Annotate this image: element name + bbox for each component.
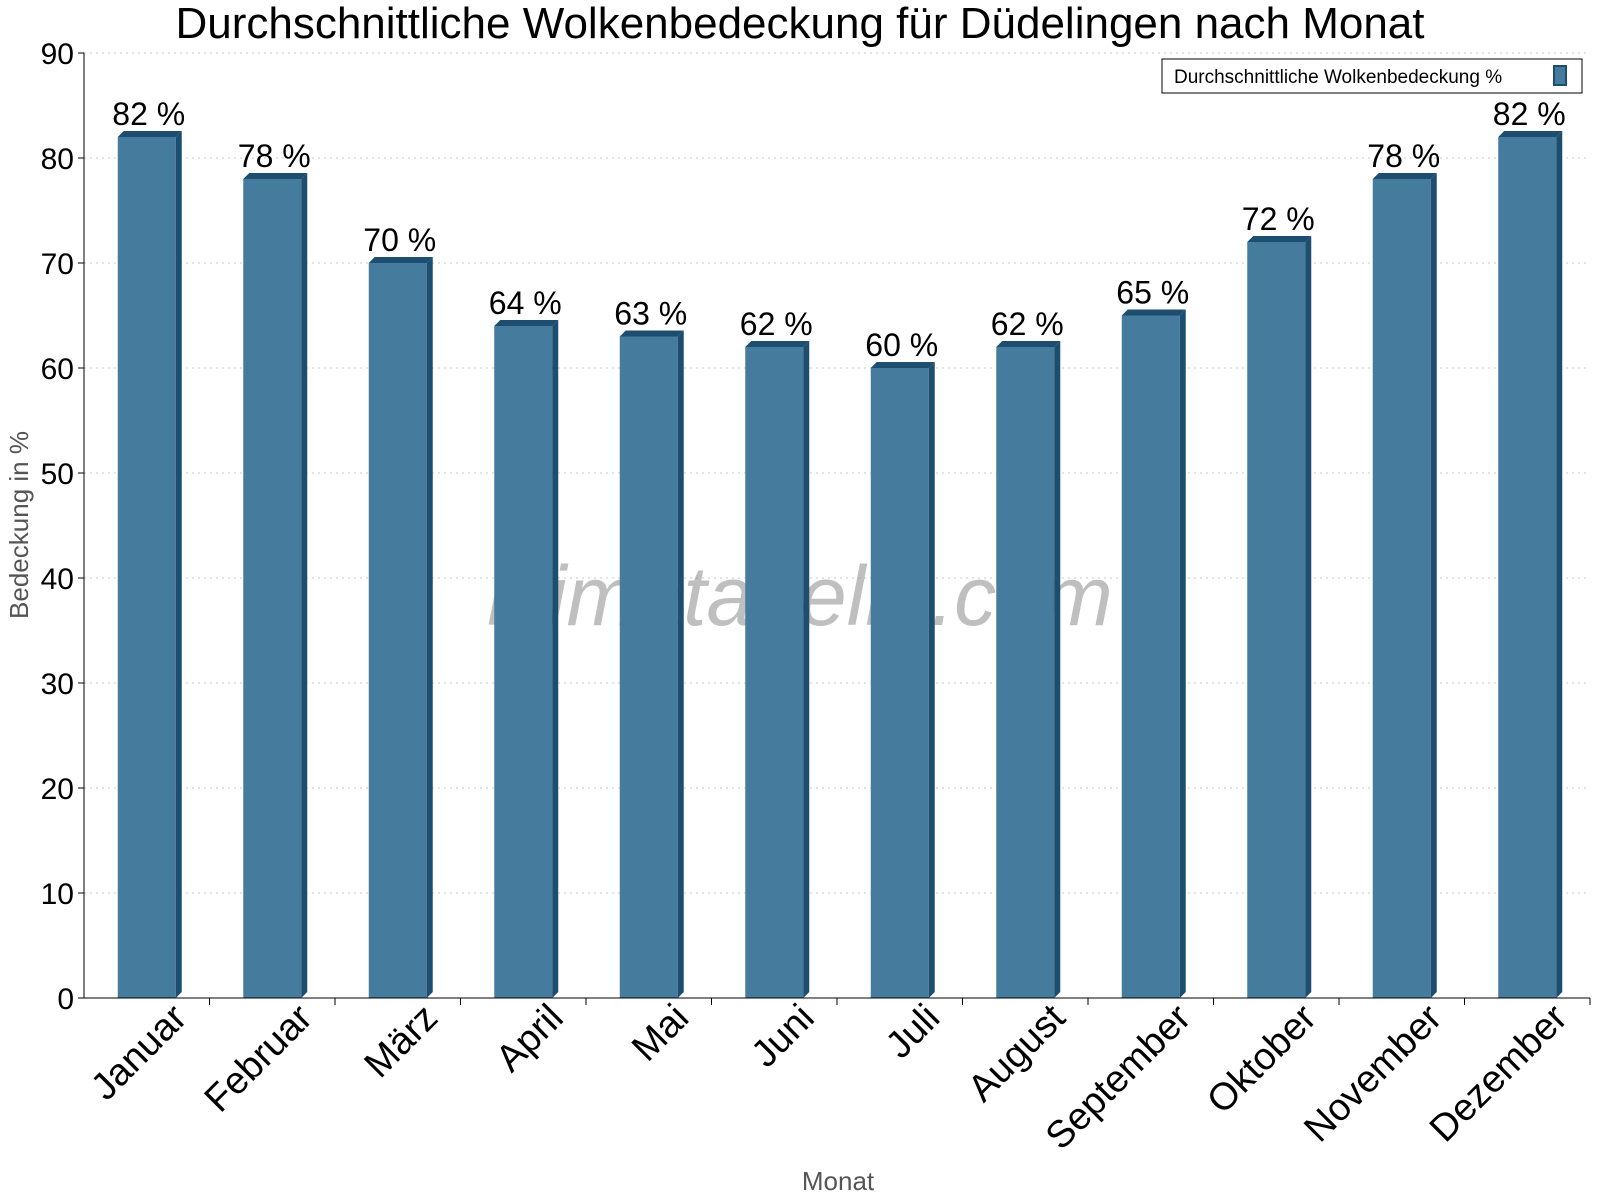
- bar-side: [552, 320, 559, 998]
- legend[interactable]: Durchschnittliche Wolkenbedeckung %: [1161, 58, 1583, 94]
- x-tick-label: Oktober: [1199, 996, 1325, 1122]
- x-tick-label: April: [488, 997, 571, 1080]
- x-tick-label: März: [357, 997, 446, 1086]
- legend-box: [1161, 58, 1583, 94]
- bar-april[interactable]: 64 %: [489, 285, 562, 998]
- x-tick-label: Januar: [83, 996, 195, 1108]
- data-label: 82 %: [1493, 96, 1566, 132]
- bar-front: [117, 137, 176, 998]
- bar-front: [745, 347, 804, 998]
- bar-front: [1247, 242, 1306, 998]
- bar-september[interactable]: 65 %: [1116, 275, 1189, 999]
- bar-front: [494, 326, 553, 998]
- data-label: 64 %: [489, 285, 562, 321]
- bar-januar[interactable]: 82 %: [112, 96, 185, 998]
- bar-top: [619, 330, 684, 337]
- y-tick-labels: 0 10 20 30 40 50 60 70 80 90: [41, 38, 74, 1016]
- x-axis-label: Monat: [802, 1166, 875, 1196]
- data-label: 62 %: [991, 306, 1064, 342]
- data-label: 78 %: [238, 138, 311, 174]
- bar-side: [1556, 131, 1563, 998]
- data-label: 63 %: [614, 296, 687, 332]
- gridlines: [84, 52, 1590, 894]
- y-tick-label: 0: [57, 983, 74, 1016]
- x-tick-label: Dezember: [1422, 996, 1576, 1150]
- bar-top: [1247, 236, 1312, 242]
- x-tick-label: Juni: [744, 997, 823, 1076]
- bar-side: [426, 257, 433, 998]
- data-label: 60 %: [865, 327, 938, 363]
- y-tick-label: 20: [41, 773, 74, 806]
- bar-front: [870, 368, 929, 998]
- bar-side: [803, 341, 810, 998]
- bar-top: [996, 341, 1061, 347]
- bar-top: [368, 257, 433, 263]
- bar-side: [301, 173, 308, 998]
- axes: [78, 52, 1591, 1005]
- data-label: 72 %: [1242, 201, 1315, 237]
- bar-top: [494, 320, 559, 326]
- bar-side: [1305, 236, 1312, 998]
- bar-side: [1430, 173, 1437, 998]
- y-axis-label: Bedeckung in %: [4, 431, 34, 619]
- x-tick-label: Juli: [878, 997, 948, 1067]
- bar-top: [243, 173, 308, 179]
- bar-top: [1372, 173, 1437, 179]
- bars: 82 % 78 % 70 % 64 % 63 % 62 % 60 % 62 % 65 % 72 %…: [112, 96, 1566, 999]
- bar-dezember[interactable]: 82 %: [1493, 96, 1566, 998]
- legend-swatch: [1553, 65, 1567, 86]
- y-tick-label: 70: [41, 248, 74, 281]
- bar-märz[interactable]: 70 %: [363, 222, 436, 998]
- bar-februar[interactable]: 78 %: [238, 138, 311, 998]
- bar-juli[interactable]: 60 %: [865, 327, 938, 998]
- y-tick-label: 60: [41, 353, 74, 386]
- data-label: 65 %: [1116, 275, 1189, 311]
- y-tick-label: 80: [41, 143, 74, 176]
- data-label: 62 %: [740, 306, 813, 342]
- bar-front: [243, 179, 302, 998]
- y-tick-label: 10: [41, 878, 74, 911]
- data-label: 70 %: [363, 222, 436, 258]
- bar-juni[interactable]: 62 %: [740, 306, 813, 998]
- bar-front: [1121, 315, 1180, 998]
- y-tick-label: 50: [41, 458, 74, 491]
- y-tick-label: 40: [41, 563, 74, 596]
- bar-front: [619, 336, 678, 998]
- data-label: 82 %: [112, 96, 185, 132]
- bar-top: [1498, 131, 1563, 137]
- x-tick-label: August: [960, 996, 1074, 1110]
- x-tick-label: Mai: [624, 997, 697, 1070]
- bar-side: [928, 362, 935, 998]
- bar-mai[interactable]: 63 %: [614, 296, 687, 999]
- bar-front: [368, 263, 427, 998]
- bar-front: [1372, 179, 1431, 998]
- bar-side: [175, 131, 182, 998]
- bar-top: [117, 131, 182, 137]
- bar-side: [677, 330, 684, 998]
- bar-top: [1121, 309, 1186, 316]
- x-tick-label: Februar: [197, 996, 321, 1120]
- bar-november[interactable]: 78 %: [1367, 138, 1440, 998]
- bar-top: [745, 341, 810, 347]
- bar-side: [1054, 341, 1061, 998]
- bar-front: [1498, 137, 1557, 998]
- y-tick-label: 90: [41, 38, 74, 71]
- x-tick-labels: Januar Februar März April Mai Juni Juli AugustS…: [83, 996, 1576, 1157]
- legend-label: Durchschnittliche Wolkenbedeckung %: [1174, 67, 1502, 88]
- bar-front: [996, 347, 1055, 998]
- y-tick-label: 30: [41, 668, 74, 701]
- chart-title: Durchschnittliche Wolkenbedeckung für Dü…: [175, 0, 1424, 48]
- data-label: 78 %: [1367, 138, 1440, 174]
- bar-august[interactable]: 62 %: [991, 306, 1064, 998]
- bar-top: [870, 362, 935, 368]
- bar-oktober[interactable]: 72 %: [1242, 201, 1315, 998]
- bar-side: [1179, 309, 1186, 998]
